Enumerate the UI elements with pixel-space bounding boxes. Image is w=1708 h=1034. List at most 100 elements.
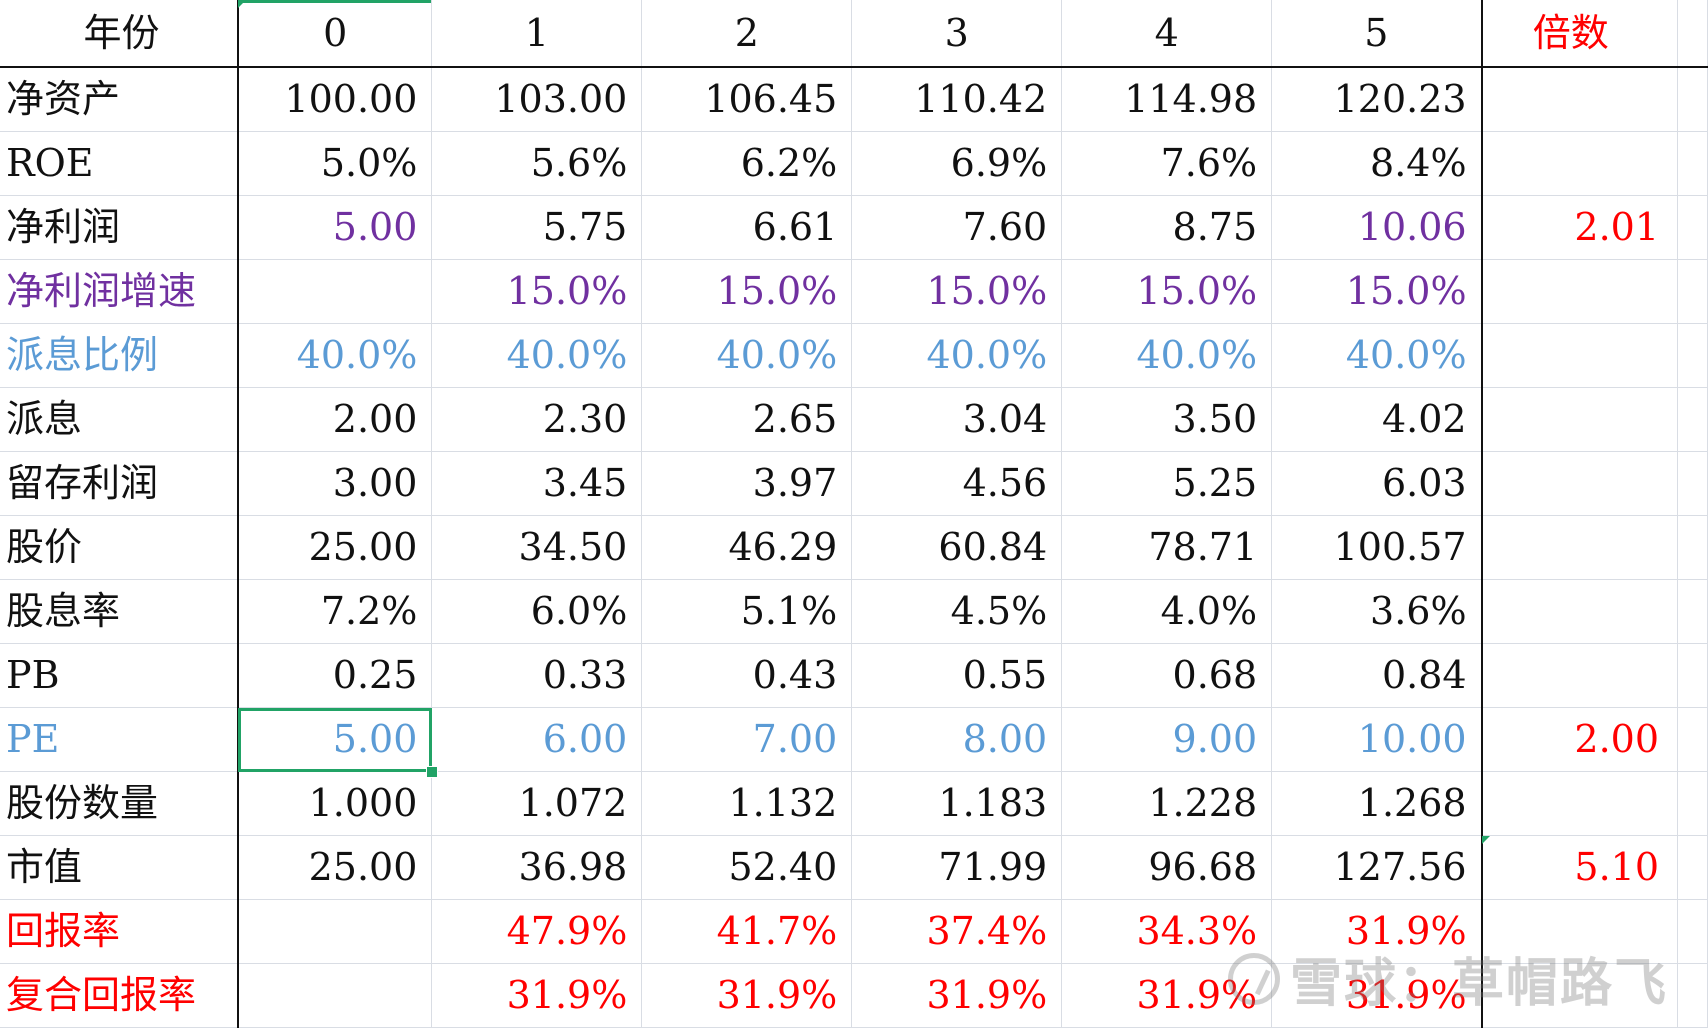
multiple-cell[interactable]: 2.00: [1480, 707, 1678, 772]
multiple-cell[interactable]: [1480, 323, 1678, 388]
table-cell[interactable]: 8.00: [851, 707, 1063, 772]
row-label[interactable]: 股价: [0, 515, 239, 580]
table-cell[interactable]: 0.25: [237, 643, 433, 708]
table-cell[interactable]: 34.50: [431, 515, 643, 580]
header-year-label[interactable]: 年份: [0, 0, 239, 68]
empty-cell[interactable]: [1677, 131, 1708, 196]
table-cell[interactable]: 0.68: [1061, 643, 1273, 708]
empty-cell[interactable]: [1677, 515, 1708, 580]
table-cell[interactable]: 5.0%: [237, 131, 433, 196]
table-cell[interactable]: 40.0%: [641, 323, 853, 388]
table-cell[interactable]: [237, 259, 433, 324]
table-cell[interactable]: 15.0%: [641, 259, 853, 324]
fill-handle[interactable]: [425, 765, 438, 778]
table-cell[interactable]: 114.98: [1061, 67, 1273, 132]
table-cell[interactable]: 31.9%: [1271, 963, 1483, 1028]
row-label[interactable]: 留存利润: [0, 451, 239, 516]
table-cell[interactable]: 3.00: [237, 451, 433, 516]
table-cell[interactable]: 96.68: [1061, 835, 1273, 900]
table-cell[interactable]: 110.42: [851, 67, 1063, 132]
table-cell[interactable]: 3.6%: [1271, 579, 1483, 644]
header-year-1[interactable]: 1: [431, 0, 643, 68]
table-cell[interactable]: 6.61: [641, 195, 853, 260]
table-cell[interactable]: 34.3%: [1061, 899, 1273, 964]
row-label[interactable]: 净资产: [0, 67, 239, 132]
table-cell[interactable]: 71.99: [851, 835, 1063, 900]
table-cell[interactable]: 7.00: [641, 707, 853, 772]
table-cell[interactable]: 10.06: [1271, 195, 1483, 260]
multiple-cell[interactable]: [1480, 579, 1678, 644]
empty-cell[interactable]: [1677, 579, 1708, 644]
table-cell[interactable]: 15.0%: [1061, 259, 1273, 324]
multiple-cell[interactable]: [1480, 771, 1678, 836]
table-cell[interactable]: 5.00: [237, 195, 433, 260]
row-label[interactable]: ROE: [0, 131, 239, 196]
table-cell[interactable]: 40.0%: [237, 323, 433, 388]
empty-cell[interactable]: [1677, 451, 1708, 516]
table-cell[interactable]: 103.00: [431, 67, 643, 132]
empty-cell[interactable]: [1677, 387, 1708, 452]
table-cell[interactable]: 1.000: [237, 771, 433, 836]
empty-cell[interactable]: [1677, 643, 1708, 708]
table-cell[interactable]: 0.43: [641, 643, 853, 708]
table-cell[interactable]: 0.55: [851, 643, 1063, 708]
header-year-2[interactable]: 2: [641, 0, 853, 68]
table-cell[interactable]: 5.75: [431, 195, 643, 260]
table-cell[interactable]: 7.2%: [237, 579, 433, 644]
table-cell[interactable]: 0.84: [1271, 643, 1483, 708]
table-cell[interactable]: 3.50: [1061, 387, 1273, 452]
row-label[interactable]: 回报率: [0, 899, 239, 964]
table-cell[interactable]: 5.1%: [641, 579, 853, 644]
table-cell[interactable]: 5.6%: [431, 131, 643, 196]
row-label[interactable]: 复合回报率: [0, 963, 239, 1028]
table-cell[interactable]: 4.56: [851, 451, 1063, 516]
empty-cell[interactable]: [1677, 963, 1708, 1028]
table-cell[interactable]: 106.45: [641, 67, 853, 132]
table-cell[interactable]: 31.9%: [851, 963, 1063, 1028]
table-cell[interactable]: 15.0%: [851, 259, 1063, 324]
table-cell[interactable]: 8.4%: [1271, 131, 1483, 196]
row-label[interactable]: 净利润增速: [0, 259, 239, 324]
row-label[interactable]: 派息: [0, 387, 239, 452]
table-cell[interactable]: 1.268: [1271, 771, 1483, 836]
table-cell[interactable]: 3.04: [851, 387, 1063, 452]
table-cell[interactable]: 0.33: [431, 643, 643, 708]
table-cell[interactable]: 2.30: [431, 387, 643, 452]
table-cell[interactable]: 60.84: [851, 515, 1063, 580]
table-cell[interactable]: 7.6%: [1061, 131, 1273, 196]
table-cell[interactable]: 15.0%: [1271, 259, 1483, 324]
table-cell[interactable]: 2.65: [641, 387, 853, 452]
table-cell[interactable]: 5.25: [1061, 451, 1273, 516]
header-year-5[interactable]: 5: [1271, 0, 1483, 68]
table-cell[interactable]: 40.0%: [851, 323, 1063, 388]
table-cell[interactable]: 52.40: [641, 835, 853, 900]
table-cell[interactable]: 25.00: [237, 835, 433, 900]
row-label[interactable]: 股息率: [0, 579, 239, 644]
header-year-3[interactable]: 3: [851, 0, 1063, 68]
table-cell[interactable]: 6.00: [431, 707, 643, 772]
table-cell[interactable]: 78.71: [1061, 515, 1273, 580]
multiple-cell[interactable]: [1480, 67, 1678, 132]
row-label[interactable]: 股份数量: [0, 771, 239, 836]
row-label[interactable]: 派息比例: [0, 323, 239, 388]
table-cell[interactable]: 46.29: [641, 515, 853, 580]
table-cell[interactable]: 2.00: [237, 387, 433, 452]
table-cell[interactable]: 37.4%: [851, 899, 1063, 964]
multiple-cell[interactable]: [1480, 643, 1678, 708]
empty-cell[interactable]: [1677, 67, 1708, 132]
table-cell[interactable]: 4.0%: [1061, 579, 1273, 644]
multiple-cell[interactable]: [1480, 259, 1678, 324]
table-cell[interactable]: 6.2%: [641, 131, 853, 196]
empty-cell[interactable]: [1677, 835, 1708, 900]
table-cell[interactable]: 1.228: [1061, 771, 1273, 836]
table-cell[interactable]: 15.0%: [431, 259, 643, 324]
table-cell[interactable]: 9.00: [1061, 707, 1273, 772]
table-cell[interactable]: 3.45: [431, 451, 643, 516]
table-cell[interactable]: 4.02: [1271, 387, 1483, 452]
multiple-cell[interactable]: [1480, 899, 1678, 964]
table-cell[interactable]: 1.183: [851, 771, 1063, 836]
table-cell[interactable]: 47.9%: [431, 899, 643, 964]
empty-cell[interactable]: [1677, 771, 1708, 836]
table-cell[interactable]: 7.60: [851, 195, 1063, 260]
table-cell[interactable]: 100.00: [237, 67, 433, 132]
